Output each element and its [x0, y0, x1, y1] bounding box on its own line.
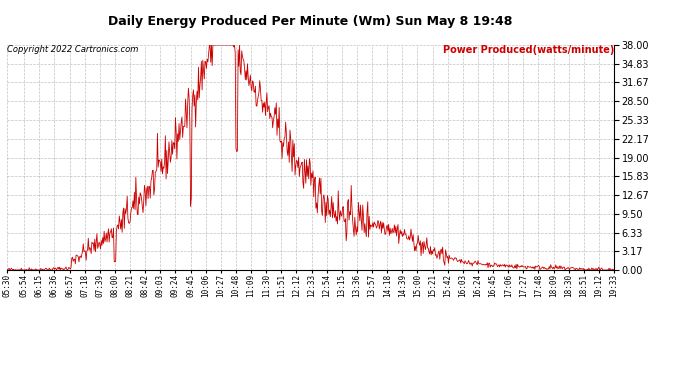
Text: Daily Energy Produced Per Minute (Wm) Sun May 8 19:48: Daily Energy Produced Per Minute (Wm) Su… — [108, 15, 513, 28]
Text: Power Produced(watts/minute): Power Produced(watts/minute) — [443, 45, 614, 55]
Text: Copyright 2022 Cartronics.com: Copyright 2022 Cartronics.com — [7, 45, 138, 54]
